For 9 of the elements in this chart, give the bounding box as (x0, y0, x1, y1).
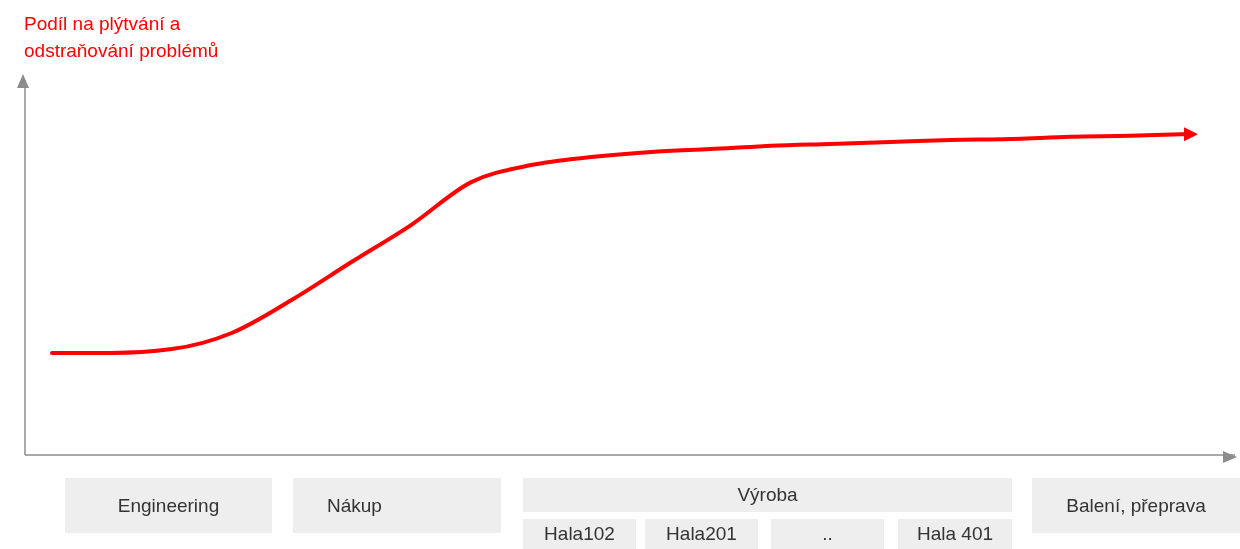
text: Engineering (117, 494, 220, 517)
text: Hala 401 (916, 523, 994, 545)
text: Výroba (737, 484, 798, 506)
text: .. (822, 523, 833, 545)
y-axis-title: Podíl na plýtvání a odstraňování problémů (24, 12, 220, 63)
text: Hala102 (544, 523, 615, 545)
text: Hala201 (666, 523, 737, 545)
text: Nákup (327, 494, 382, 517)
text: Balení, přeprava (1066, 494, 1206, 517)
